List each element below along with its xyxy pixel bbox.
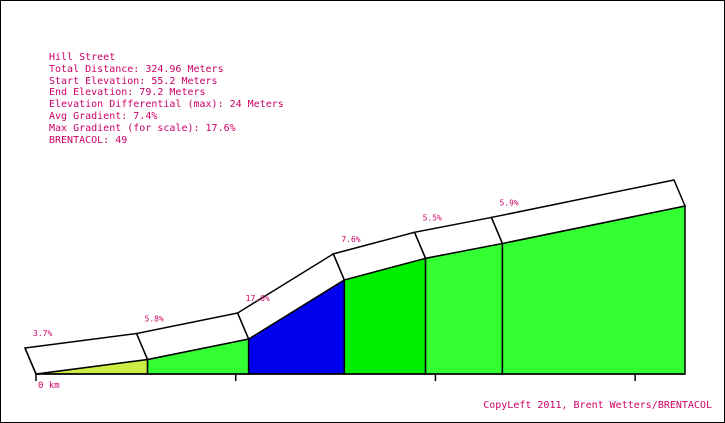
gradient-label: 3.7% bbox=[33, 329, 52, 338]
start-elevation: Start Elevation: 55.2 Meters bbox=[49, 75, 218, 87]
max-gradient: Max Gradient (for scale): 17.6% bbox=[49, 122, 236, 134]
profile-left-edge bbox=[24, 347, 37, 375]
segment-front-face bbox=[424, 242, 504, 375]
elevation-differential: Elevation Differential (max): 24 Meters bbox=[49, 99, 284, 111]
gradient-label: 5.9% bbox=[499, 198, 518, 207]
gradient-label: 5.5% bbox=[423, 213, 442, 222]
gradient-label: 7.6% bbox=[341, 235, 360, 244]
x-tick-label: 0 km bbox=[38, 381, 60, 391]
climb-name: Hill Street bbox=[49, 52, 116, 63]
segment-top-face bbox=[490, 179, 687, 245]
end-elevation: End Elevation: 79.2 Meters bbox=[49, 87, 206, 99]
total-distance: Total Distance: 324.96 Meters bbox=[49, 63, 224, 75]
climb-info-block: Hill Street Total Distance: 324.96 Meter… bbox=[49, 52, 284, 146]
brentacol-score: BRENTACOL: 49 bbox=[49, 134, 128, 146]
avg-gradient: Avg Gradient: 7.4% bbox=[49, 110, 158, 122]
gradient-label: 17.6% bbox=[246, 294, 270, 303]
gradient-label: 5.8% bbox=[145, 315, 164, 324]
copyleft-notice: CopyLeft 2011, Brent Wetters/BRENTACOL bbox=[483, 400, 712, 411]
